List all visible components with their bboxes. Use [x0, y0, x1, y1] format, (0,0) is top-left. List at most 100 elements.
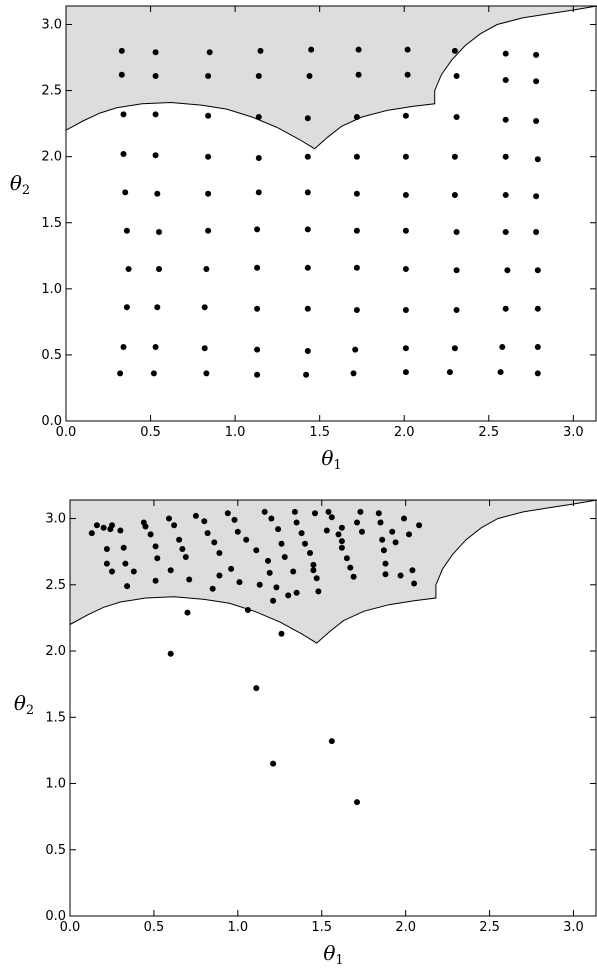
data-point	[150, 370, 157, 377]
data-point	[308, 46, 315, 53]
data-point	[234, 528, 241, 535]
data-point	[453, 114, 460, 120]
data-point	[167, 650, 174, 657]
data-point	[152, 111, 159, 118]
data-point	[502, 116, 509, 123]
x-tick-label: 1.0	[227, 920, 248, 935]
data-point	[120, 111, 127, 118]
data-point	[502, 77, 509, 83]
data-point	[350, 573, 357, 580]
data-point	[243, 536, 250, 543]
data-point	[533, 193, 540, 200]
data-point	[216, 550, 223, 556]
y-tick-label: 3.0	[41, 18, 62, 33]
data-point	[533, 51, 540, 58]
data-point	[375, 510, 382, 517]
x-tick-label: 2.0	[394, 425, 415, 440]
data-point	[120, 544, 127, 551]
data-point	[397, 572, 404, 579]
data-point	[290, 568, 297, 575]
data-point	[268, 515, 275, 522]
data-point	[130, 568, 137, 575]
data-point	[201, 518, 208, 525]
data-point	[404, 46, 411, 53]
data-point	[118, 71, 125, 78]
data-point	[125, 266, 132, 272]
shaded-region	[65, 5, 597, 150]
data-point	[502, 305, 509, 312]
y-tick-label: 2.0	[45, 644, 66, 659]
data-point	[533, 229, 540, 235]
data-point	[338, 524, 345, 531]
data-point	[315, 588, 322, 595]
data-point	[304, 348, 311, 354]
data-point	[325, 508, 332, 515]
data-point	[293, 589, 300, 596]
data-point	[265, 557, 271, 564]
data-point	[502, 153, 509, 160]
data-point	[304, 305, 311, 312]
axis-ticks: 0.0 0.5 1.0 1.5 2.0 2.5 3.0 0.0 0.5 1.0 1.5 2.0 2.5 3…	[45, 500, 596, 935]
data-point	[253, 685, 260, 692]
data-point	[350, 370, 357, 377]
data-point	[103, 560, 110, 567]
data-point	[353, 307, 360, 313]
x-tick-label: 0.0	[56, 425, 77, 440]
data-point	[355, 71, 362, 78]
shaded-region	[69, 499, 597, 644]
data-point	[304, 264, 311, 271]
data-point	[205, 153, 212, 160]
data-point	[389, 528, 396, 535]
data-point	[343, 555, 350, 562]
x-axis-label: θ1	[321, 446, 341, 473]
data-point	[216, 572, 223, 579]
data-point	[205, 73, 212, 79]
data-point	[203, 370, 210, 377]
data-point	[171, 522, 178, 529]
y-tick-label: 0.0	[45, 909, 66, 924]
x-tick-label: 3.0	[563, 920, 584, 935]
data-point	[310, 561, 317, 568]
data-point	[353, 153, 360, 160]
data-point	[152, 152, 159, 159]
x-tick-label: 2.5	[479, 920, 500, 935]
data-point	[120, 151, 127, 157]
data-point	[409, 567, 416, 574]
data-point	[154, 555, 161, 562]
data-point	[377, 519, 384, 526]
data-point	[182, 554, 189, 560]
y-tick-label: 1.0	[45, 777, 66, 792]
data-point	[123, 304, 130, 311]
data-point	[335, 531, 342, 538]
data-point	[204, 530, 211, 537]
data-point	[236, 579, 243, 586]
y-tick-label: 2.5	[41, 84, 62, 99]
data-point	[416, 522, 423, 529]
data-point	[402, 369, 409, 376]
data-point	[103, 546, 110, 552]
data-point	[304, 226, 311, 233]
data-point	[192, 512, 199, 519]
data-point	[402, 266, 409, 272]
data-point	[328, 514, 335, 521]
plot-frame	[65, 5, 597, 422]
x-tick-label: 1.5	[309, 425, 330, 440]
data-point	[254, 264, 261, 271]
data-point	[201, 304, 208, 311]
data-point	[306, 73, 313, 79]
data-point	[307, 550, 313, 556]
data-point	[402, 227, 409, 234]
data-point	[254, 305, 261, 312]
data-point	[502, 192, 509, 198]
data-point	[298, 530, 305, 537]
data-point	[347, 564, 354, 571]
data-point	[255, 189, 262, 196]
data-point	[353, 190, 360, 197]
data-point	[499, 344, 506, 350]
data-point	[88, 530, 95, 537]
axis-ticks: 0.0 0.5 1.0 1.5 2.0 2.5 3.0 0.0 0.5 1.0 1.5 2.0 2.5 3…	[41, 6, 596, 440]
data-point	[184, 609, 191, 616]
data-point	[402, 345, 409, 352]
data-point	[255, 114, 262, 120]
data-point	[176, 536, 183, 543]
